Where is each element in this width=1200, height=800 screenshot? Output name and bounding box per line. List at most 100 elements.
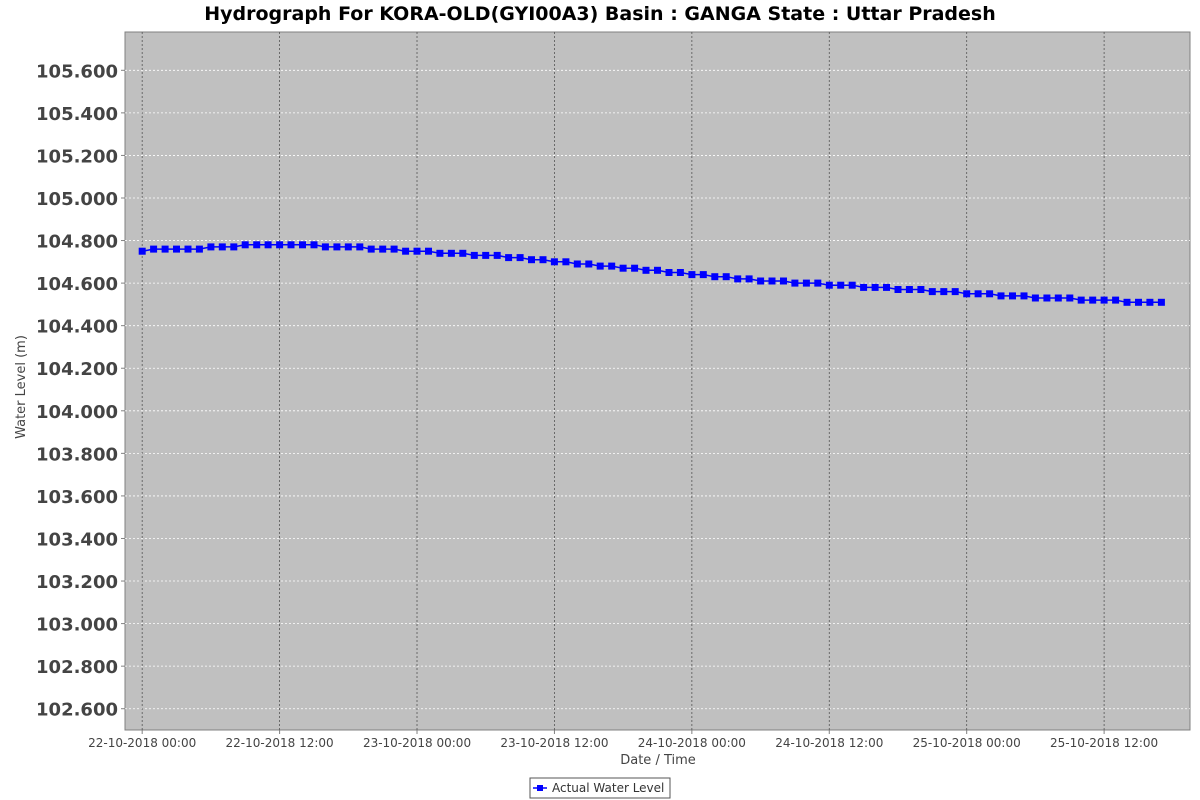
data-point xyxy=(356,243,364,251)
data-point xyxy=(1043,294,1051,302)
y-tick-label: 105.400 xyxy=(36,104,118,125)
data-point xyxy=(848,281,856,289)
x-tick-label: 22-10-2018 12:00 xyxy=(226,736,334,750)
data-point xyxy=(321,243,329,251)
data-point xyxy=(276,241,284,249)
data-point xyxy=(894,286,902,293)
data-point xyxy=(1077,296,1085,304)
data-point xyxy=(997,292,1005,300)
y-tick-label: 103.400 xyxy=(36,529,118,550)
data-point xyxy=(459,249,467,257)
series-actual-water-level xyxy=(138,241,1165,306)
data-point xyxy=(585,260,593,268)
data-point xyxy=(161,245,169,253)
y-axis-label: Water Level (m) xyxy=(14,335,29,439)
x-tick-label: 25-10-2018 00:00 xyxy=(913,736,1021,750)
data-point xyxy=(1020,292,1028,300)
data-point xyxy=(264,241,272,249)
data-point xyxy=(413,247,421,255)
data-point xyxy=(665,269,673,276)
y-tick-label: 103.200 xyxy=(36,572,118,593)
y-tick-label: 102.800 xyxy=(36,657,118,678)
y-tick-label: 103.800 xyxy=(36,444,118,465)
data-point xyxy=(150,245,158,253)
data-point xyxy=(573,260,581,268)
data-point xyxy=(287,241,295,249)
y-tick-label: 105.200 xyxy=(36,146,118,167)
data-point xyxy=(802,279,810,287)
data-point xyxy=(711,273,719,281)
data-point xyxy=(619,264,627,272)
data-point xyxy=(791,279,799,287)
data-point xyxy=(871,283,879,291)
data-point xyxy=(780,277,787,285)
data-point xyxy=(550,258,558,266)
data-point xyxy=(1031,294,1039,302)
y-tick-label: 102.600 xyxy=(36,700,118,721)
data-point xyxy=(402,247,410,255)
data-point xyxy=(1146,298,1154,306)
data-point xyxy=(1100,296,1108,304)
data-point xyxy=(1157,298,1165,306)
x-tick-label: 25-10-2018 12:00 xyxy=(1050,736,1158,750)
legend-marker-swatch xyxy=(537,785,543,791)
y-tick-label: 104.800 xyxy=(36,232,118,253)
data-point xyxy=(986,290,994,298)
grid-lines xyxy=(125,32,1190,730)
data-point xyxy=(688,271,696,279)
data-point xyxy=(516,254,524,262)
data-point xyxy=(195,245,203,253)
data-point xyxy=(218,243,226,251)
data-point xyxy=(631,264,639,272)
y-tick-label: 104.600 xyxy=(36,274,118,295)
y-tick-label: 104.000 xyxy=(36,402,118,423)
data-point xyxy=(745,275,753,283)
y-tick-label: 103.000 xyxy=(36,615,118,636)
data-point xyxy=(1054,294,1062,302)
data-point xyxy=(299,241,306,249)
data-point xyxy=(974,290,982,298)
data-point xyxy=(596,262,604,270)
data-point xyxy=(207,243,215,251)
data-point xyxy=(562,258,570,266)
x-tick-label: 24-10-2018 12:00 xyxy=(775,736,883,750)
data-point xyxy=(367,245,375,253)
data-point xyxy=(1112,296,1120,304)
x-tick-label: 22-10-2018 00:00 xyxy=(88,736,196,750)
data-point xyxy=(447,249,455,257)
chart-title: Hydrograph For KORA-OLD(GYI00A3) Basin :… xyxy=(204,3,996,25)
data-point xyxy=(883,283,890,291)
data-point xyxy=(344,243,352,251)
y-tick-label: 105.000 xyxy=(36,189,118,210)
data-point xyxy=(654,266,661,274)
data-point xyxy=(768,277,776,285)
data-point xyxy=(608,262,616,270)
data-point xyxy=(940,288,948,296)
data-point xyxy=(470,251,478,259)
data-point xyxy=(379,245,387,253)
data-point xyxy=(642,266,650,274)
y-axis-ticks: 102.600 102.800 103.000 103.200 103.400 103.6… xyxy=(36,61,125,721)
data-point xyxy=(757,277,765,285)
data-point xyxy=(905,286,913,293)
data-point xyxy=(310,241,318,249)
data-point xyxy=(333,243,341,251)
data-point xyxy=(390,245,398,253)
data-point xyxy=(676,269,684,276)
data-point xyxy=(138,247,146,255)
x-axis-label: Date / Time xyxy=(620,753,696,768)
x-tick-label: 23-10-2018 12:00 xyxy=(500,736,608,750)
data-point xyxy=(173,245,180,253)
data-point xyxy=(1066,294,1074,302)
y-tick-label: 103.600 xyxy=(36,487,118,508)
data-point xyxy=(1123,298,1131,306)
y-tick-label: 105.600 xyxy=(36,61,118,82)
data-point xyxy=(825,281,833,289)
data-point xyxy=(1135,298,1142,306)
data-point xyxy=(951,288,959,296)
data-point xyxy=(1009,292,1016,300)
data-point xyxy=(184,245,192,253)
data-point xyxy=(734,275,742,283)
data-point xyxy=(505,254,513,262)
